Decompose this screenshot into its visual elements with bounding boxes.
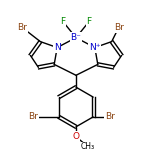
Text: N⁺: N⁺ (89, 43, 101, 52)
Text: CH₃: CH₃ (81, 142, 95, 151)
Text: O: O (73, 132, 79, 141)
Text: F: F (60, 17, 66, 26)
Text: Br: Br (28, 112, 38, 121)
Text: F: F (86, 17, 92, 26)
Text: B⁻: B⁻ (71, 33, 81, 42)
Text: N: N (54, 43, 60, 52)
Text: Br: Br (114, 23, 124, 32)
Text: Br: Br (18, 23, 28, 32)
Text: Br: Br (105, 112, 115, 121)
